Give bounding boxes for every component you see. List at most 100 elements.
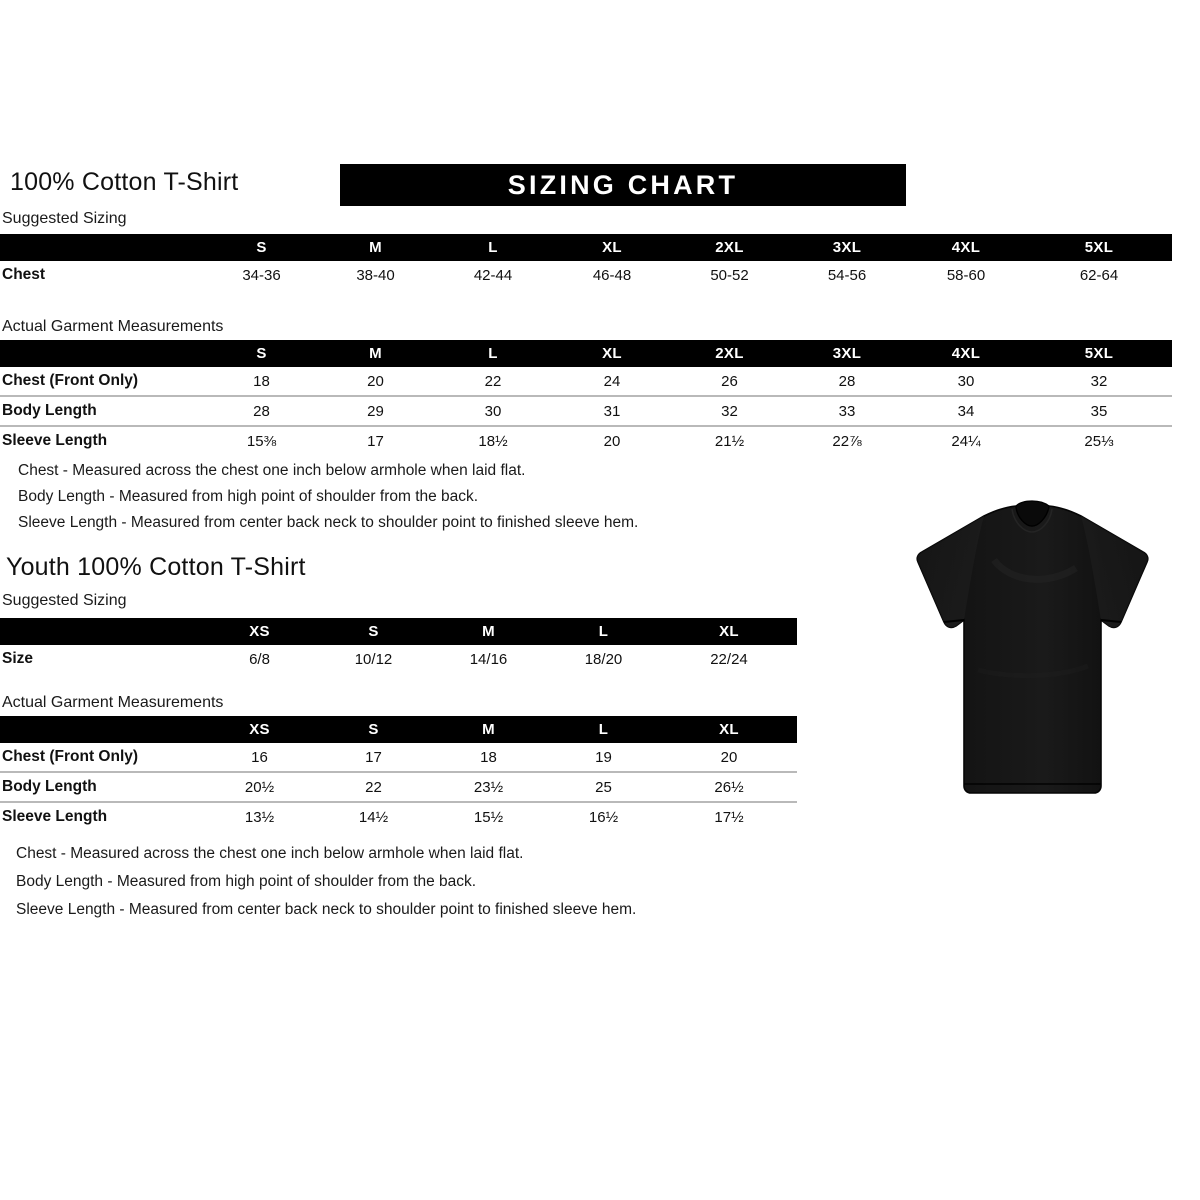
cell-l: 18/20 xyxy=(584,650,623,668)
tshirt-fabric-highlight xyxy=(991,557,1078,583)
cell-l: 18½ xyxy=(433,425,553,455)
cell-xl: 46-48 xyxy=(592,266,632,284)
tshirt-right-sleeve xyxy=(1081,516,1148,628)
table-header-row: XS S M L XL xyxy=(0,716,797,743)
column-header-5xl: 5XL xyxy=(1084,345,1114,362)
cell-2xl: 26 xyxy=(721,372,738,390)
column-header-label xyxy=(0,618,203,645)
youth-actual-measurements-table: XS S M L XL Chest (Front Only) 16 17 18 … xyxy=(0,716,797,831)
cell-2xl: 32 xyxy=(671,395,788,426)
tshirt-collar xyxy=(1015,500,1050,527)
column-header-xl: XL xyxy=(602,239,622,256)
cell-m: 38-40 xyxy=(356,266,395,284)
column-header-l: L xyxy=(598,721,609,738)
cell-xl: 17½ xyxy=(661,801,797,831)
row-label: Chest xyxy=(2,266,46,283)
adult-suggested-sizing-label: Suggested Sizing xyxy=(2,210,127,227)
cell-s: 15⅜ xyxy=(205,425,318,455)
cell-l: 30 xyxy=(433,395,553,426)
tshirt-product-image xyxy=(898,490,1166,815)
cell-3xl: 28 xyxy=(838,372,856,390)
cell-s: 17 xyxy=(365,748,382,766)
column-header-s: S xyxy=(256,345,267,362)
cell-xl: 20 xyxy=(720,748,738,766)
cell-5xl: 32 xyxy=(1090,372,1108,390)
column-header-4xl: 4XL xyxy=(951,239,981,256)
tshirt-fabric-fold xyxy=(977,663,1089,679)
column-header-3xl: 3XL xyxy=(832,239,862,256)
cell-s: 14½ xyxy=(316,801,431,831)
row-label: Sleeve Length xyxy=(0,425,205,455)
cell-l: 16½ xyxy=(546,801,661,831)
row-label: Body Length xyxy=(0,395,205,426)
cell-xl: 22/24 xyxy=(710,650,748,668)
row-label: Chest (Front Only) xyxy=(2,372,139,389)
column-header-label xyxy=(0,716,203,743)
table-row: Body Length 28 29 30 31 32 33 34 35 xyxy=(0,395,1172,426)
row-label: Body Length xyxy=(0,771,203,802)
column-header-m: M xyxy=(482,623,495,640)
cell-5xl: 62-64 xyxy=(1079,266,1119,284)
table-row: Chest (Front Only) 18 20 22 24 26 28 30 … xyxy=(0,367,1172,396)
column-header-m: M xyxy=(482,721,495,738)
youth-section-title: Youth 100% Cotton T-Shirt xyxy=(6,553,306,581)
cell-3xl: 33 xyxy=(788,395,906,426)
cell-s: 28 xyxy=(205,395,318,426)
youth-note-sleeve-length: Sleeve Length - Measured from center bac… xyxy=(16,901,637,918)
table-row: Chest 34-36 38-40 42-44 46-48 50-52 54-5… xyxy=(0,261,1172,289)
table-row: Chest (Front Only) 16 17 18 19 20 xyxy=(0,743,797,772)
adult-suggested-sizing-table: S M L XL 2XL 3XL 4XL 5XL Chest 34-36 38-… xyxy=(0,234,1172,289)
column-header-5xl: 5XL xyxy=(1084,239,1114,256)
adult-actual-measurements-table: S M L XL 2XL 3XL 4XL 5XL Chest (Front On… xyxy=(0,340,1172,455)
cell-s: 22 xyxy=(316,771,431,802)
cell-l: 19 xyxy=(595,748,612,766)
sizing-chart-banner-label: SIZING CHART xyxy=(507,169,739,200)
cell-m: 20 xyxy=(367,372,384,390)
youth-note-chest: Chest - Measured across the chest one in… xyxy=(16,845,524,862)
adult-note-body-length: Body Length - Measured from high point o… xyxy=(18,488,479,505)
column-header-3xl: 3XL xyxy=(832,345,862,362)
column-header-xs: XS xyxy=(249,623,270,640)
column-header-l: L xyxy=(598,623,609,640)
column-header-s: S xyxy=(368,623,379,640)
cell-s: 18 xyxy=(253,372,270,390)
cell-xs: 16 xyxy=(251,748,268,766)
tshirt-left-sleeve-hem xyxy=(943,619,965,623)
cell-3xl: 54-56 xyxy=(827,266,867,284)
table-row: Sleeve Length 15⅜ 17 18½ 20 21½ 22⅞ 24¼ … xyxy=(0,425,1172,455)
column-header-label xyxy=(0,340,205,367)
sizing-chart-banner: SIZING CHART xyxy=(340,164,906,206)
column-header-xl: XL xyxy=(719,623,739,640)
cell-m: 14/16 xyxy=(469,650,508,668)
youth-note-body-length: Body Length - Measured from high point o… xyxy=(16,873,477,890)
table-header-row: XS S M L XL xyxy=(0,618,797,645)
cell-s: 10/12 xyxy=(354,650,393,668)
column-header-l: L xyxy=(488,345,498,362)
cell-xl: 24 xyxy=(603,372,621,390)
table-header-row: S M L XL 2XL 3XL 4XL 5XL xyxy=(0,340,1172,367)
youth-suggested-sizing-table: XS S M L XL Size 6/8 10/12 14/16 18/20 2… xyxy=(0,618,797,673)
cell-xs: 20½ xyxy=(203,771,316,802)
row-label: Sleeve Length xyxy=(0,801,203,831)
table-row: Sleeve Length 13½ 14½ 15½ 16½ 17½ xyxy=(0,801,797,831)
adult-note-sleeve-length: Sleeve Length - Measured from center bac… xyxy=(18,514,639,531)
column-header-s: S xyxy=(256,239,267,256)
column-header-2xl: 2XL xyxy=(715,345,744,362)
youth-suggested-sizing-label: Suggested Sizing xyxy=(2,592,127,609)
column-header-m: M xyxy=(369,239,382,256)
cell-s: 34-36 xyxy=(242,266,281,284)
cell-4xl: 34 xyxy=(906,395,1026,426)
column-header-m: M xyxy=(369,345,382,362)
cell-xs: 13½ xyxy=(203,801,316,831)
column-header-xl: XL xyxy=(719,721,739,738)
column-header-label xyxy=(0,234,205,261)
adult-actual-measurements-label: Actual Garment Measurements xyxy=(2,318,224,335)
cell-xl: 20 xyxy=(553,425,671,455)
cell-m: 23½ xyxy=(431,771,546,802)
table-header-row: S M L XL 2XL 3XL 4XL 5XL xyxy=(0,234,1172,261)
cell-l: 25 xyxy=(546,771,661,802)
cell-m: 18 xyxy=(480,748,497,766)
youth-actual-measurements-label: Actual Garment Measurements xyxy=(2,694,224,711)
black-tshirt-illustration xyxy=(916,500,1149,794)
